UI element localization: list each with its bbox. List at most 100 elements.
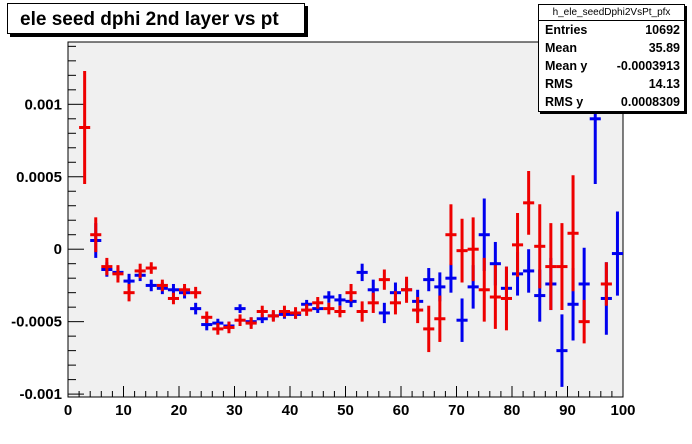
data-point — [611, 211, 623, 296]
data-point — [290, 307, 302, 319]
stats-row-mean: Mean 35.89 — [539, 39, 684, 57]
data-point — [334, 305, 346, 318]
data-point — [356, 263, 368, 282]
data-point — [445, 204, 457, 266]
plot-area — [67, 41, 624, 398]
data-point — [278, 305, 290, 318]
data-point — [423, 305, 435, 353]
data-point — [600, 262, 612, 306]
stats-value: 0.0008309 — [620, 95, 680, 109]
stats-histogram-name: h_ele_seedDphi2VsPt_pfx — [539, 5, 684, 21]
data-point — [500, 266, 512, 331]
data-point — [401, 276, 413, 303]
data-point — [223, 321, 235, 334]
data-point — [312, 297, 324, 309]
x-tick-label: 80 — [504, 402, 521, 419]
stats-row-rms: RMS 14.13 — [539, 75, 684, 93]
data-point — [234, 304, 246, 313]
data-point — [489, 265, 501, 329]
stats-label: Mean y — [545, 59, 588, 73]
x-tick-label: 20 — [171, 402, 188, 419]
data-point — [90, 217, 102, 253]
stats-label: RMS — [545, 77, 573, 91]
x-tick-label: 0 — [64, 402, 72, 419]
data-point — [456, 218, 468, 283]
y-tick-label: -0.001 — [19, 386, 62, 403]
data-point — [478, 257, 490, 322]
stats-label: Entries — [545, 23, 588, 37]
stats-box: h_ele_seedDphi2VsPt_pfx Entries 10692 Me… — [538, 4, 685, 112]
data-point — [356, 301, 368, 322]
stats-value: 10692 — [645, 23, 680, 37]
stats-value: 35.89 — [648, 41, 680, 55]
data-point — [156, 279, 168, 292]
data-point — [523, 170, 535, 235]
data-point — [578, 299, 590, 344]
data-point — [179, 283, 191, 296]
data-point — [301, 304, 313, 316]
stats-value: 14.13 — [648, 77, 680, 91]
data-point — [512, 212, 524, 277]
x-tick-label: 60 — [393, 402, 410, 419]
data-point — [267, 310, 279, 322]
data-point — [212, 323, 224, 335]
data-point — [445, 263, 457, 293]
data-point — [456, 298, 468, 342]
y-tick-label: 0.001 — [24, 96, 62, 113]
stats-row-rms-y: RMS y 0.0008309 — [539, 93, 684, 111]
data-point — [245, 317, 257, 329]
chart-title: ele seed dphi 2nd layer vs pt — [20, 9, 279, 30]
data-point — [467, 217, 479, 282]
x-tick-label: 70 — [448, 402, 465, 419]
data-point — [256, 305, 268, 318]
axes: 0 10 20 30 40 50 60 70 80 90 100 0.001 0.0005 0 -0.000… — [11, 45, 636, 419]
data-point — [556, 314, 568, 387]
x-tick-label: 30 — [226, 402, 243, 419]
data-point — [190, 286, 202, 299]
data-point — [423, 268, 435, 292]
x-tick-label: 90 — [559, 402, 576, 419]
stats-value: -0.0003913 — [616, 59, 680, 73]
stats-row-mean-y: Mean y -0.0003913 — [539, 57, 684, 75]
data-point — [378, 269, 390, 290]
profile-series — [79, 70, 612, 353]
data-point — [145, 279, 157, 292]
data-point — [545, 223, 557, 311]
data-point — [523, 249, 535, 293]
data-point — [101, 257, 113, 276]
data-point — [112, 265, 124, 283]
y-tick-label: 0.0005 — [16, 169, 62, 186]
x-tick-label: 40 — [282, 402, 299, 419]
data-point — [323, 291, 335, 303]
data-point — [378, 302, 390, 324]
data-point — [134, 263, 146, 279]
data-markers — [79, 53, 623, 387]
data-point — [123, 283, 135, 302]
y-tick-label: -0.0005 — [11, 314, 62, 331]
stats-row-entries: Entries 10692 — [539, 21, 684, 39]
data-point — [234, 314, 246, 326]
data-point — [145, 262, 157, 274]
data-point — [167, 292, 179, 305]
x-tick-label: 50 — [337, 402, 354, 419]
data-point — [367, 292, 379, 313]
y-tick-label: 0 — [54, 241, 62, 258]
chart-title-box: ele seed dphi 2nd layer vs pt — [7, 3, 305, 34]
stats-label: RMS y — [545, 95, 584, 109]
data-point — [190, 302, 202, 315]
x-tick-label: 10 — [115, 402, 132, 419]
data-point — [201, 311, 213, 324]
data-point — [334, 294, 346, 306]
data-point — [79, 70, 91, 184]
stats-label: Mean — [545, 41, 577, 55]
data-point — [323, 302, 335, 315]
data-point — [434, 295, 446, 342]
data-point — [412, 297, 424, 324]
data-point — [534, 204, 546, 289]
data-point — [345, 283, 357, 302]
data-point — [556, 223, 568, 311]
x-tick-label: 100 — [610, 402, 635, 419]
data-point — [567, 175, 579, 292]
data-point — [389, 291, 401, 315]
